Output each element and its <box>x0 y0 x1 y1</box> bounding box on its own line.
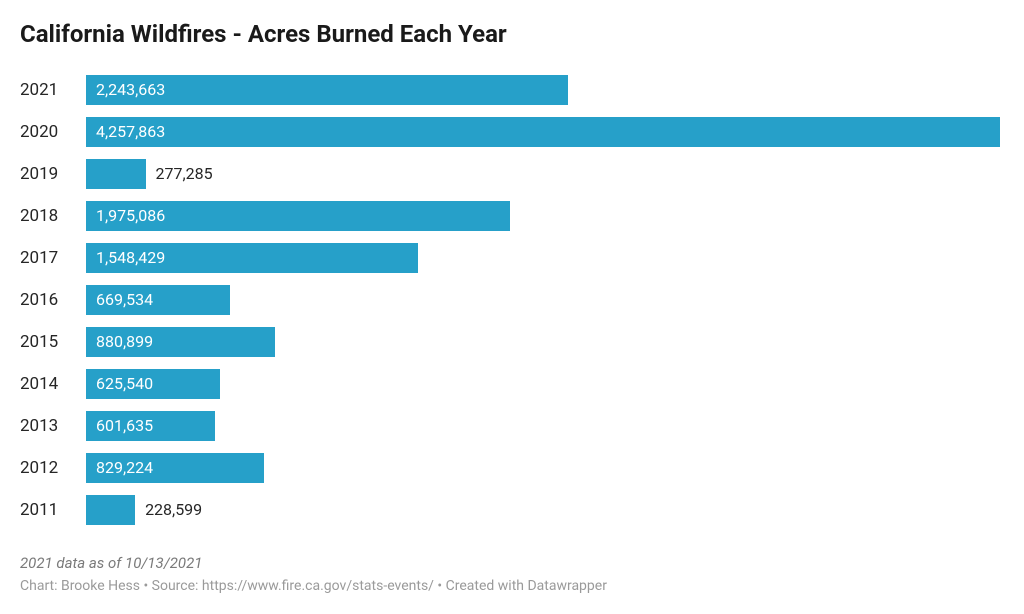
year-label: 2021 <box>20 80 86 100</box>
bar: 601,635 <box>86 411 215 441</box>
bar-area: 669,534 <box>86 285 1000 315</box>
bar-row: 2014625,540 <box>20 366 1000 401</box>
bar-area: 829,224 <box>86 453 1000 483</box>
bar: 880,899 <box>86 327 275 357</box>
bars-area: 20212,243,66320204,257,8632019277,285201… <box>20 72 1000 534</box>
year-label: 2018 <box>20 206 86 226</box>
chart-container: California Wildfires - Acres Burned Each… <box>20 20 1000 594</box>
bar-row: 2019 277,285 <box>20 156 1000 191</box>
year-label: 2015 <box>20 332 86 352</box>
bar-area: 4,257,863 <box>86 117 1000 147</box>
bar-row: 2012829,224 <box>20 450 1000 485</box>
year-label: 2019 <box>20 164 86 184</box>
bar: 4,257,863 <box>86 117 1000 147</box>
bar-row: 2016669,534 <box>20 282 1000 317</box>
bar-area: 2,243,663 <box>86 75 1000 105</box>
year-label: 2017 <box>20 248 86 268</box>
bar-area: 1,548,429 <box>86 243 1000 273</box>
value-label: 4,257,863 <box>86 122 165 141</box>
bar-area: 880,899 <box>86 327 1000 357</box>
bar: 2,243,663 <box>86 75 568 105</box>
bar-row: 2011 228,599 <box>20 492 1000 527</box>
year-label: 2014 <box>20 374 86 394</box>
bar-area: 1,975,086 <box>86 201 1000 231</box>
bar: 625,540 <box>86 369 220 399</box>
value-label: 1,975,086 <box>86 206 165 225</box>
bar <box>86 495 135 525</box>
value-label: 625,540 <box>86 374 153 393</box>
value-label: 669,534 <box>86 290 153 309</box>
bar-area: 277,285 <box>86 159 1000 189</box>
bar: 1,548,429 <box>86 243 418 273</box>
value-label: 829,224 <box>86 458 153 477</box>
value-label: 277,285 <box>146 164 213 183</box>
value-label: 601,635 <box>86 416 153 435</box>
bar <box>86 159 146 189</box>
value-label: 1,548,429 <box>86 248 165 267</box>
value-label: 880,899 <box>86 332 153 351</box>
bar-area: 228,599 <box>86 495 1000 525</box>
year-label: 2012 <box>20 458 86 478</box>
bar-area: 601,635 <box>86 411 1000 441</box>
bar-row: 20171,548,429 <box>20 240 1000 275</box>
value-label: 228,599 <box>135 500 202 519</box>
bar: 669,534 <box>86 285 230 315</box>
bar: 1,975,086 <box>86 201 510 231</box>
bar-row: 2015880,899 <box>20 324 1000 359</box>
chart-footnote: 2021 data as of 10/13/2021 <box>20 554 1000 572</box>
year-label: 2011 <box>20 500 86 520</box>
bar: 829,224 <box>86 453 264 483</box>
bar-area: 625,540 <box>86 369 1000 399</box>
year-label: 2013 <box>20 416 86 436</box>
value-label: 2,243,663 <box>86 80 165 99</box>
bar-row: 2013601,635 <box>20 408 1000 443</box>
bar-row: 20204,257,863 <box>20 114 1000 149</box>
chart-attribution: Chart: Brooke Hess • Source: https://www… <box>20 578 1000 594</box>
year-label: 2016 <box>20 290 86 310</box>
bar-row: 20212,243,663 <box>20 72 1000 107</box>
chart-title: California Wildfires - Acres Burned Each… <box>20 20 1000 48</box>
year-label: 2020 <box>20 122 86 142</box>
bar-row: 20181,975,086 <box>20 198 1000 233</box>
